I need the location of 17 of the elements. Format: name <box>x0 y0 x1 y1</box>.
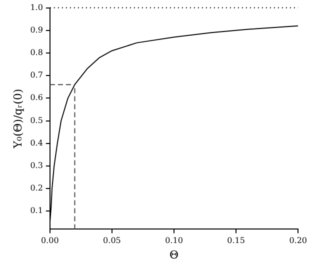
x-tick-label: 0.00 <box>41 236 59 246</box>
y-tick-label: 0.7 <box>30 70 43 80</box>
y-tick-label: 0.1 <box>30 206 43 216</box>
y-tick-label: 0.3 <box>30 161 43 170</box>
y-tick-label: 0.4 <box>30 138 43 148</box>
y-axis-title: Y₀(Θ)/qᵣ(0) <box>11 88 24 150</box>
x-tick-label: 0.10 <box>165 236 183 246</box>
x-tick-label: 0.15 <box>227 236 245 246</box>
y-tick-label: 0.5 <box>30 116 43 125</box>
y-tick-label: 0.2 <box>30 184 43 193</box>
y-tick-label: 0.8 <box>30 48 43 58</box>
y-tick-label: 0.6 <box>30 93 43 102</box>
y-tick-label: 1.0 <box>30 2 43 12</box>
x-tick-label: 0.20 <box>289 236 307 246</box>
x-axis-title: Θ <box>169 248 179 262</box>
x-tick-label: 0.05 <box>103 236 121 246</box>
y-tick-label: 0.9 <box>30 25 43 34</box>
